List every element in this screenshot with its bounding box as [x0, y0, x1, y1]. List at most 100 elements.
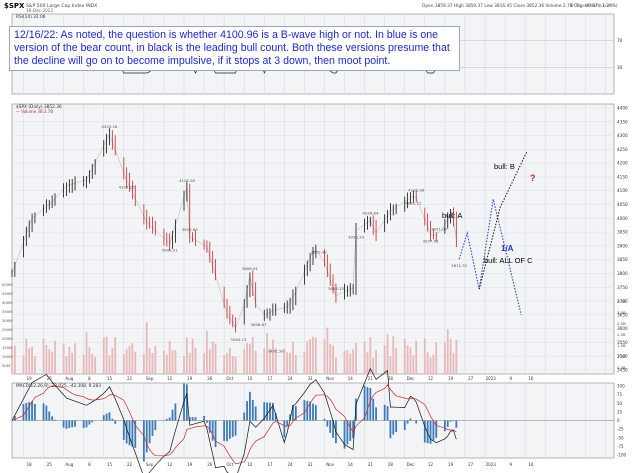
price-tick-label: 3900	[617, 243, 628, 248]
x-tick-label: 19	[187, 462, 193, 467]
volume-bar	[314, 337, 317, 374]
macd-hist-bar	[329, 420, 332, 433]
volume-bar	[85, 331, 88, 374]
x-tick-label: 9	[510, 462, 513, 467]
x-tick-label: Dec	[407, 376, 415, 381]
macd-tick-label: 50	[617, 401, 623, 406]
volume-bar	[286, 352, 289, 374]
volume-right-tick: 1.0B	[617, 354, 626, 359]
macd-hist-bar	[446, 420, 449, 427]
macd-hist-bar	[292, 405, 294, 421]
price-label: 4028.84	[362, 211, 379, 216]
ohlc-stats: Open 3859.37 High 3859.37 Low 3816.45 Cl…	[422, 3, 618, 9]
volume-bar	[329, 343, 332, 374]
volume-bar	[243, 348, 246, 374]
price-tick-label: 3800	[617, 271, 628, 276]
x-tick-label: Dec	[407, 462, 415, 467]
price-label: 3951.07	[431, 227, 448, 232]
volume-bar	[343, 350, 346, 374]
volume-bar	[323, 339, 326, 374]
bull-projection	[478, 150, 528, 290]
volume-bar	[208, 349, 211, 374]
volume-bar	[188, 352, 191, 374]
macd-hist-bar	[214, 420, 217, 448]
macd-hist-bar	[22, 404, 25, 421]
price-label: 3806.91	[242, 266, 259, 271]
x-tick-label: 12	[167, 462, 173, 467]
volume-tick-label: 350M	[2, 309, 13, 314]
x-tick-label: Aug	[65, 462, 73, 467]
macd-hist-bar	[369, 388, 372, 421]
macd-hist-bar	[71, 420, 74, 428]
volume-right-tick: 2.5B	[617, 321, 626, 326]
volume-bar	[251, 336, 254, 374]
x-tick-label: 24	[288, 462, 294, 467]
macd-hist-bar	[82, 420, 85, 428]
x-tick-label: Sep	[146, 462, 154, 467]
macd-hist-bar	[51, 416, 54, 421]
volume-bar	[214, 343, 217, 374]
macd-hist-bar	[28, 402, 31, 421]
macd-hist-bar	[289, 414, 291, 421]
price-label: 3871.32	[451, 263, 468, 268]
volume-bar	[94, 356, 97, 374]
macd-series	[11, 367, 614, 473]
macd-hist-bar	[13, 416, 16, 421]
macd-hist-bar	[415, 420, 418, 424]
price-label: 3937.91	[422, 239, 439, 244]
price-label: 3958.33	[348, 234, 365, 239]
volume-bar	[449, 338, 452, 374]
wave-label-1a: 1/A	[501, 244, 514, 253]
volume-bar	[185, 337, 188, 374]
macd-hist-bar	[134, 420, 137, 448]
macd-hist-bar	[306, 400, 309, 421]
header-bar	[0, 0, 640, 14]
volume-bar	[13, 345, 16, 374]
x-tick-label: 27	[468, 376, 474, 381]
wave-label-question: ?	[530, 173, 536, 183]
volume-bar	[223, 355, 226, 374]
macd-hist-bar	[85, 420, 88, 428]
macd-hist-bar	[269, 402, 271, 421]
wave-label-bull-b: bull: B	[494, 162, 515, 171]
volume-bar	[392, 336, 395, 374]
price-tick-label: 3950	[617, 230, 628, 235]
macd-hist-bar	[435, 420, 438, 438]
volume-bar	[68, 347, 71, 374]
volume-bar	[111, 348, 114, 374]
price-label: 3698.15	[328, 286, 345, 291]
volume-right-tick: 3.0B	[617, 310, 626, 315]
volume-bar	[154, 345, 157, 374]
macd-hist-bar	[375, 407, 377, 421]
volume-right-tick: 0.5B	[617, 365, 626, 370]
volume-bar	[51, 351, 54, 374]
macd-line	[11, 367, 457, 473]
macd-hist-bar	[145, 420, 148, 453]
macd-hist-bar	[403, 420, 406, 430]
index-name: S&P 500 Large Cap Index INDX	[26, 3, 97, 9]
price-tick-label: 3500	[617, 354, 628, 359]
macd-hist-bar	[383, 404, 386, 421]
macd-tick-label: 0	[617, 418, 620, 423]
price-legend: $SPX (Daily) 3852.36	[16, 104, 62, 110]
macd-hist-bar	[443, 420, 446, 432]
volume-bar	[131, 343, 134, 374]
volume-bar	[122, 353, 125, 374]
price-label: 3584.13	[230, 337, 247, 342]
x-tick-label: 12	[428, 462, 434, 467]
x-tick-label: 8	[88, 376, 91, 381]
volume-bar	[412, 355, 415, 374]
volume-bar	[125, 348, 128, 374]
volume-tick-label: 200M	[2, 336, 13, 341]
macd-hist-bar	[314, 405, 317, 421]
macd-hist-bar	[326, 420, 329, 427]
macd-hist-bar	[191, 417, 194, 421]
x-tick-label: 26	[207, 462, 213, 467]
macd-hist-bar	[352, 420, 355, 439]
macd-hist-bar	[42, 403, 45, 421]
macd-hist-bar	[449, 420, 452, 422]
macd-signal-line	[11, 384, 457, 465]
macd-hist-bar	[45, 405, 48, 421]
macd-hist-bar	[206, 420, 208, 423]
macd-hist-bar	[102, 415, 105, 421]
